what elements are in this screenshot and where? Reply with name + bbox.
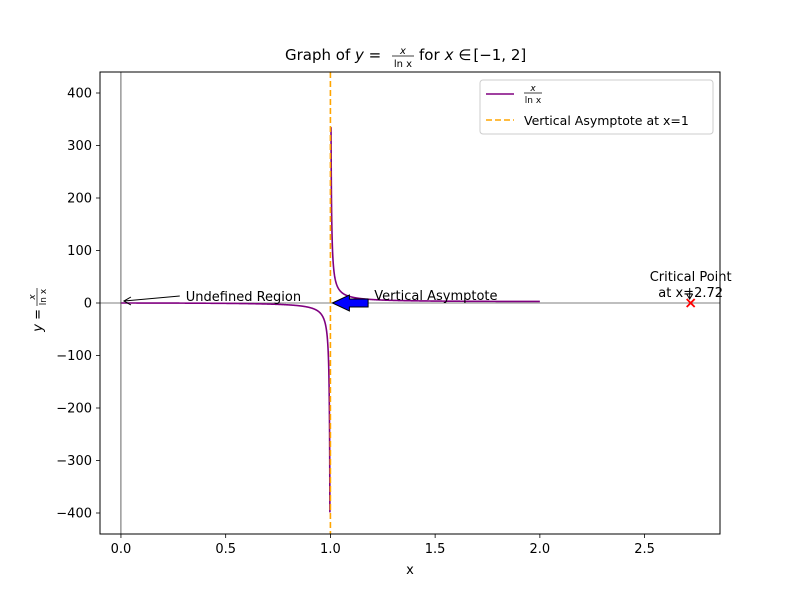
y-tick-label: −300 [56,454,92,469]
legend-frac-num: x [529,84,536,94]
y-label-frac-den: ln x [39,288,49,305]
y-tick-label: 100 [67,244,92,259]
title-interval: [−1, 2] [473,46,526,64]
x-tick-label: 1.5 [425,542,446,557]
y-axis-label: y = x ln x [28,288,49,333]
y-tick-label: 400 [67,87,92,102]
function-curve-right-branch [330,127,541,303]
arrow-head [122,296,132,306]
annotation-vertical-asymptote: Vertical Asymptote [374,289,497,304]
annotation-critical-point-line-1: Critical Point [650,270,732,285]
x-axis-label: x [406,563,414,578]
y-tick-label: −100 [56,349,92,364]
y-tick-label: 0 [84,297,92,312]
function-curve-left-branch [120,302,331,513]
title-for: for [419,46,440,64]
annotations: Undefined Region Vertical Asymptote Critic… [122,270,732,312]
x-tick-label: 2.5 [634,542,655,557]
y-tick-label: 300 [67,139,92,154]
title-prefix: Graph of [285,46,355,64]
title-frac-den: ln x [394,59,412,70]
y-tick-label: −400 [56,507,92,522]
title-fraction: x ln x [392,46,414,70]
y-axis-ticks: −400 −300 −200 −100 0 100 200 300 400 [56,87,100,522]
annotation-undefined-region: Undefined Region [186,290,301,305]
annotation-critical-point-line-2: at x=2.72 [658,286,723,301]
legend-label-function: x ln x [524,84,542,106]
title-suffix: for x ∈ [−1, 2] [419,46,526,64]
x-tick-label: 0.0 [111,542,132,557]
chart-title: Graph of y = [285,46,381,64]
x-axis-ticks: 0.0 0.5 1.0 1.5 2.0 2.5 [111,534,655,557]
title-x-in: x ∈ [444,46,472,64]
annotation-arrow-critical-point [686,288,694,300]
legend-label-asymptote: Vertical Asymptote at x=1 [524,113,689,128]
annotation-arrow-undefined-region [122,295,180,306]
title-y-eq: y = [354,46,381,64]
x-tick-label: 0.5 [215,542,236,557]
y-label-frac-num: x [28,294,38,301]
critical-marker-stroke-b [686,298,696,308]
arrow-head [686,293,694,300]
y-label-eq: y = [31,309,46,333]
arrow-shaft [123,295,180,302]
x-tick-label: 2.0 [530,542,551,557]
legend: x ln x Vertical Asymptote at x=1 [479,79,714,135]
x-tick-label: 1.0 [320,542,341,557]
critical-point-marker [686,298,696,308]
y-tick-label: 200 [67,192,92,207]
title-frac-num: x [399,46,406,57]
annotation-arrow-vertical-asymptote [331,294,369,312]
legend-box [479,79,714,135]
y-tick-label: −200 [56,402,92,417]
legend-frac-den: ln x [525,96,542,106]
